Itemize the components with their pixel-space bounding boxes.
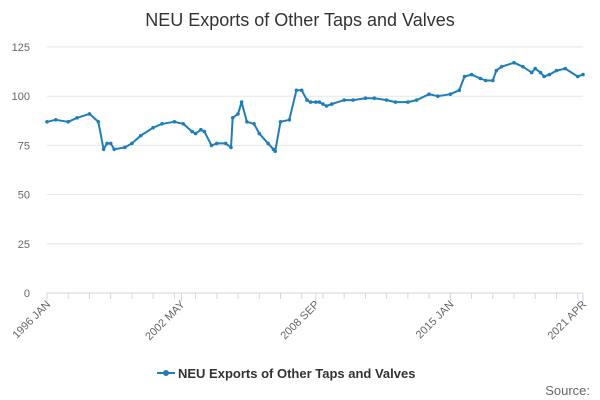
data-point[interactable] <box>308 100 313 104</box>
data-point[interactable] <box>363 96 368 100</box>
data-point[interactable] <box>101 147 106 152</box>
data-point[interactable] <box>581 72 585 77</box>
data-point[interactable] <box>305 98 309 102</box>
data-point[interactable] <box>105 141 109 146</box>
data-point[interactable] <box>190 129 194 134</box>
data-point[interactable] <box>547 72 552 77</box>
data-point[interactable] <box>393 100 398 104</box>
data-point[interactable] <box>512 60 516 65</box>
data-point[interactable] <box>215 141 219 146</box>
data-point[interactable] <box>554 68 559 73</box>
data-point[interactable] <box>123 145 127 150</box>
data-point[interactable] <box>199 127 203 132</box>
data-point[interactable] <box>529 70 534 75</box>
data-point[interactable] <box>494 68 499 73</box>
data-point[interactable] <box>521 64 525 69</box>
data-point[interactable] <box>209 143 214 148</box>
data-point[interactable] <box>96 120 101 124</box>
data-point[interactable] <box>223 141 228 146</box>
data-point[interactable] <box>172 120 177 124</box>
data-point[interactable] <box>160 122 164 126</box>
y-tick-label: 50 <box>18 190 30 202</box>
data-point[interactable] <box>45 120 49 124</box>
data-point[interactable] <box>575 74 580 79</box>
data-point[interactable] <box>273 149 278 154</box>
data-point[interactable] <box>384 98 389 102</box>
y-tick-label: 100 <box>12 91 30 103</box>
data-point[interactable] <box>299 88 304 93</box>
data-point[interactable] <box>406 100 410 104</box>
series-layer <box>45 60 585 154</box>
data-point[interactable] <box>317 100 322 104</box>
data-point[interactable] <box>342 98 347 102</box>
data-point[interactable] <box>372 96 377 100</box>
data-point[interactable] <box>563 66 568 71</box>
data-point[interactable] <box>457 88 462 93</box>
data-point[interactable] <box>321 102 325 106</box>
data-point[interactable] <box>239 100 244 104</box>
data-point[interactable] <box>151 125 155 130</box>
data-point[interactable] <box>448 92 453 96</box>
data-point[interactable] <box>478 76 483 81</box>
data-point[interactable] <box>229 145 233 150</box>
x-axis <box>46 292 583 299</box>
legend-label: NEU Exports of Other Taps and Valves <box>178 366 415 381</box>
y-tick-label: 125 <box>12 42 30 54</box>
data-point[interactable] <box>542 74 546 79</box>
x-tick-label: 2008 SEP <box>278 299 322 343</box>
data-point[interactable] <box>202 129 207 134</box>
x-tick-label: 2015 JAN <box>414 299 457 342</box>
data-point[interactable] <box>538 70 543 75</box>
data-point[interactable] <box>108 141 113 146</box>
data-point[interactable] <box>324 104 329 108</box>
data-point[interactable] <box>193 131 198 136</box>
data-point[interactable] <box>533 66 537 71</box>
data-point[interactable] <box>230 116 235 120</box>
y-tick-label: 0 <box>24 288 30 300</box>
gridlines <box>47 46 583 294</box>
data-point[interactable] <box>287 118 292 122</box>
data-point[interactable] <box>75 116 79 120</box>
data-point[interactable] <box>54 118 58 122</box>
y-tick-label: 25 <box>18 239 30 251</box>
data-point[interactable] <box>266 141 270 146</box>
data-point[interactable] <box>130 141 134 146</box>
data-point[interactable] <box>330 102 334 106</box>
series-line <box>46 61 584 153</box>
data-point[interactable] <box>314 100 318 104</box>
data-point[interactable] <box>257 131 262 136</box>
data-point[interactable] <box>469 72 474 77</box>
data-point[interactable] <box>427 92 431 96</box>
data-point[interactable] <box>483 78 488 83</box>
data-point[interactable] <box>245 120 249 124</box>
data-point[interactable] <box>139 133 143 138</box>
data-point[interactable] <box>436 94 440 98</box>
chart-title: NEU Exports of Other Taps and Valves <box>145 10 454 30</box>
y-tick-label: 75 <box>18 140 30 152</box>
data-point[interactable] <box>236 112 240 116</box>
x-tick-label: 2002 MAY <box>143 298 188 343</box>
data-point[interactable] <box>499 64 504 69</box>
data-point[interactable] <box>87 112 92 116</box>
source-label: Source: <box>545 383 590 398</box>
data-point[interactable] <box>252 122 256 126</box>
legend[interactable]: NEU Exports of Other Taps and Valves <box>157 366 415 381</box>
data-point[interactable] <box>294 88 299 93</box>
data-point[interactable] <box>351 98 355 102</box>
data-point[interactable] <box>278 120 283 124</box>
data-point[interactable] <box>66 120 70 124</box>
data-point[interactable] <box>414 98 419 102</box>
data-point[interactable] <box>112 147 116 152</box>
x-tick-label: 1996 JAN <box>10 299 53 342</box>
data-point[interactable] <box>491 78 495 83</box>
x-axis-ticks: 1996 JAN 2002 MAY 2008 SEP 2015 JAN 2021 APR <box>10 293 589 343</box>
y-axis-ticks: 0 25 50 75 100 125 <box>12 42 30 300</box>
data-point[interactable] <box>181 122 185 126</box>
x-tick-label: 2021 APR <box>546 299 590 343</box>
legend-swatch-marker <box>163 370 169 376</box>
data-point[interactable] <box>462 74 467 79</box>
